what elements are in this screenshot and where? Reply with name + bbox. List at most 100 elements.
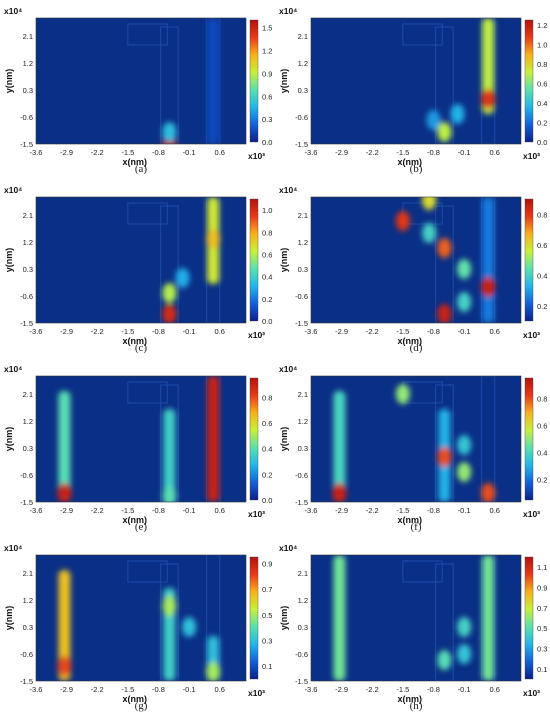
colorbar-tick-label: 0.2 <box>537 118 547 127</box>
y-multiplier: x10⁴ <box>4 185 22 195</box>
colorbar-tick-label: 0.4 <box>262 445 272 454</box>
y-axis-label: y(nm) <box>279 248 289 273</box>
heatmap-svg: -3.6 -2.9 -2.2 -1.5 -0.8 -0.1 0.6 2.1 1.2 0.3 -0.6… <box>4 185 272 346</box>
x-multiplier: x10³ <box>523 330 540 340</box>
plot-frame <box>35 375 247 503</box>
panel-caption: (h) <box>409 700 423 712</box>
field-hotspot <box>426 110 441 130</box>
x-tick-label: -0.1 <box>458 148 471 157</box>
x-tick-label: -2.2 <box>91 685 104 694</box>
plot-frame <box>310 196 522 324</box>
x-axis-label: x(nm) <box>122 515 147 525</box>
plot-frame <box>35 554 247 682</box>
x-tick-label: -0.1 <box>183 506 196 515</box>
colorbar <box>524 19 534 143</box>
colorbar-tick-label: 0.6 <box>262 250 272 259</box>
field-hotspot <box>162 283 177 303</box>
y-multiplier: x10⁴ <box>4 364 22 374</box>
x-axis-label: x(nm) <box>397 157 422 167</box>
x-tick-label: -1.5 <box>396 148 409 157</box>
field-column <box>207 18 220 144</box>
structure-outline <box>127 555 221 681</box>
structure-outline <box>402 555 496 681</box>
x-axis-label: x(nm) <box>122 336 147 346</box>
heatmap-svg: -3.6 -2.9 -2.2 -1.5 -0.8 -0.1 0.6 2.1 1.2 0.3 -0.6… <box>279 185 547 346</box>
x-tick-label: 0.6 <box>490 327 500 336</box>
colorbar <box>524 198 534 322</box>
colorbar-tick-label: 0.6 <box>537 79 547 88</box>
heatmap-svg: -3.6 -2.9 -2.2 -1.5 -0.8 -0.1 0.6 2.1 1.2 0.3 -0.6… <box>4 364 272 525</box>
structure-outline <box>127 197 221 323</box>
y-tick-label: 1.2 <box>23 238 33 247</box>
field-hotspot <box>206 229 221 249</box>
x-tick-label: -0.8 <box>152 148 165 157</box>
x-tick-label: 0.6 <box>215 685 225 694</box>
field-hotspot <box>437 447 452 467</box>
colorbar-tick-label: 0.6 <box>537 241 547 250</box>
field-hotspot <box>175 268 190 288</box>
x-tick-label: -0.1 <box>458 685 471 694</box>
y-tick-label: 2.1 <box>298 211 308 220</box>
colorbar <box>249 556 259 680</box>
x-axis-label: x(nm) <box>122 157 147 167</box>
y-tick-label: 0.3 <box>298 86 308 95</box>
x-tick-label: -0.8 <box>427 685 440 694</box>
heatmap-panel: -3.6 -2.9 -2.2 -1.5 -0.8 -0.1 0.6 2.1 1.2 0.3 -0.6… <box>275 0 550 179</box>
colorbar-tick-label: 0.1 <box>537 665 547 674</box>
y-tick-label: 2.1 <box>298 32 308 41</box>
panel-caption: (a) <box>134 163 148 175</box>
y-tick-label: 0.3 <box>298 265 308 274</box>
colorbar-tick-label: 0.4 <box>537 449 547 458</box>
field-hotspot <box>162 304 177 323</box>
x-tick-label: -2.9 <box>60 327 73 336</box>
colorbar-tick-label: 0.6 <box>262 419 272 428</box>
field-hotspot <box>422 197 437 210</box>
x-tick-label: -2.9 <box>335 148 348 157</box>
x-tick-label: -1.5 <box>121 327 134 336</box>
x-tick-label: -2.2 <box>366 685 379 694</box>
panel-caption: (e) <box>134 521 148 533</box>
x-multiplier: x10³ <box>523 509 540 519</box>
x-tick-label: 0.6 <box>215 327 225 336</box>
colorbar-tick-label: 1.2 <box>537 21 547 30</box>
y-axis-label: y(nm) <box>4 606 14 631</box>
x-tick-label: 0.6 <box>490 685 500 694</box>
field-hotspot <box>437 122 452 142</box>
x-tick-label: -2.2 <box>366 506 379 515</box>
colorbar-tick-label: 0.5 <box>537 624 547 633</box>
y-tick-label: 1.2 <box>23 59 33 68</box>
colorbar-tick-label: 0.8 <box>262 393 272 402</box>
x-tick-label: -3.6 <box>305 327 318 336</box>
y-tick-label: 1.2 <box>298 59 308 68</box>
y-tick-label: -1.5 <box>20 677 33 686</box>
plot-frame <box>35 17 247 145</box>
y-tick-label: -0.6 <box>295 650 308 659</box>
colorbar-tick-label: 0.4 <box>537 99 547 108</box>
y-tick-label: 2.1 <box>23 390 33 399</box>
field-column <box>482 197 495 323</box>
colorbar <box>524 556 534 680</box>
colorbar-tick-label: 0.7 <box>537 604 547 613</box>
y-axis-label: y(nm) <box>279 69 289 94</box>
colorbar-tick-label: 0.3 <box>262 115 272 124</box>
colorbar-tick-label: 0.2 <box>262 295 272 304</box>
y-tick-label: 0.3 <box>23 86 33 95</box>
y-tick-label: 0.3 <box>298 444 308 453</box>
x-tick-label: -1.5 <box>121 148 134 157</box>
colorbar <box>249 19 259 143</box>
colorbar-tick-label: 0.0 <box>262 317 272 326</box>
panel-caption: (c) <box>134 342 148 354</box>
x-tick-label: -0.1 <box>458 327 471 336</box>
field-hotspot <box>457 617 472 637</box>
x-tick-label: -3.6 <box>30 685 43 694</box>
heatmap-panel: -3.6 -2.9 -2.2 -1.5 -0.8 -0.1 0.6 2.1 1.2 0.3 -0.6… <box>0 0 275 179</box>
x-axis-label: x(nm) <box>397 694 422 704</box>
x-tick-label: -2.9 <box>60 148 73 157</box>
field-column <box>58 570 71 681</box>
colorbar-tick-label: 0.2 <box>262 470 272 479</box>
x-tick-label: 0.6 <box>490 506 500 515</box>
heatmap-panel: -3.6 -2.9 -2.2 -1.5 -0.8 -0.1 0.6 2.1 1.2 0.3 -0.6… <box>275 358 550 537</box>
y-tick-label: -1.5 <box>20 140 33 149</box>
y-tick-label: 2.1 <box>23 211 33 220</box>
